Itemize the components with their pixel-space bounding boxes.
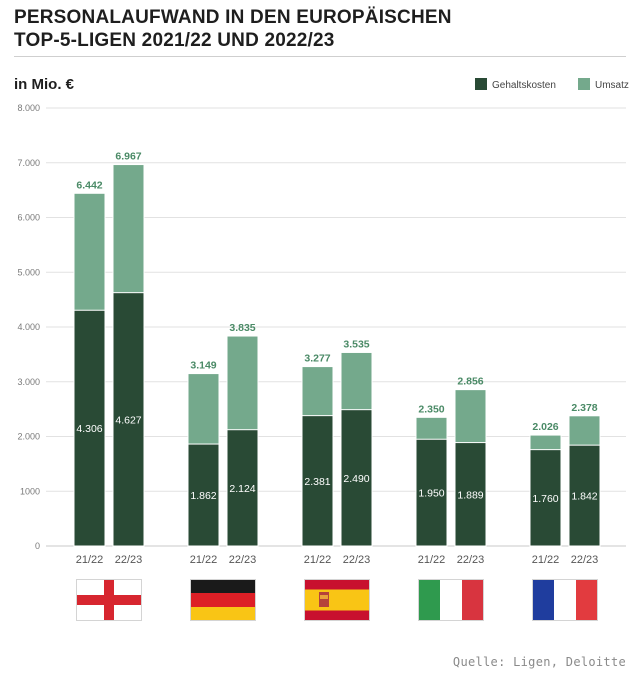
data-label-gehaltskosten: 4.627 [115, 414, 141, 426]
italy-flag-icon [418, 579, 484, 621]
data-label-umsatz: 6.442 [76, 179, 102, 191]
data-label-umsatz: 2.378 [571, 402, 597, 414]
legend-swatch-gehaltskosten [475, 78, 487, 90]
data-label-gehaltskosten: 1.862 [190, 490, 216, 502]
y-tick-label: 4.000 [17, 322, 40, 332]
y-tick-label: 1000 [20, 486, 40, 496]
y-tick-label: 2.000 [17, 432, 40, 442]
x-tick-label: 21/22 [304, 554, 332, 566]
data-label-umsatz: 3.535 [343, 338, 369, 350]
y-tick-label: 5.000 [17, 267, 40, 277]
legend-label-gehaltskosten: Gehaltskosten [492, 80, 556, 91]
x-tick-label: 22/23 [343, 554, 371, 566]
x-tick-label: 22/23 [457, 554, 485, 566]
data-label-gehaltskosten: 2.124 [229, 483, 255, 495]
bar-gehaltskosten [226, 429, 259, 547]
y-tick-label: 3.000 [17, 377, 40, 387]
title-divider [14, 56, 626, 57]
x-tick-label: 21/22 [418, 554, 446, 566]
bar-gehaltskosten [187, 443, 220, 547]
data-label-gehaltskosten: 2.490 [343, 473, 369, 485]
data-label-gehaltskosten: 1.950 [418, 488, 444, 500]
france-flag-icon [532, 579, 598, 621]
y-axis-title: in Mio. € [14, 76, 75, 93]
x-tick-label: 22/23 [115, 554, 143, 566]
data-label-umsatz: 3.835 [229, 322, 255, 334]
y-tick-label: 6.000 [17, 213, 40, 223]
title-line-2: TOP-5-LIGEN 2021/22 UND 2022/23 [14, 30, 335, 51]
spain-flag-icon [304, 579, 370, 621]
bar-chart: in Mio. € Gehaltskosten Umsatz 0 1000 2.000 3.… [14, 76, 629, 621]
x-tick-label: 22/23 [571, 554, 599, 566]
bar-gehaltskosten [112, 292, 145, 547]
data-label-umsatz: 2.026 [532, 421, 558, 433]
data-label-umsatz: 2.350 [418, 403, 444, 415]
data-label-gehaltskosten: 1.760 [532, 493, 558, 505]
data-label-gehaltskosten: 1.842 [571, 491, 597, 503]
data-label-umsatz: 6.967 [115, 151, 141, 163]
x-tick-label: 21/22 [190, 554, 218, 566]
germany-flag-icon [190, 579, 256, 621]
bar-gehaltskosten [529, 449, 562, 547]
bar-gehaltskosten [301, 415, 334, 547]
source-note: Quelle: Ligen, Deloitte [452, 655, 626, 669]
data-label-umsatz: 2.856 [457, 376, 483, 388]
legend-swatch-umsatz [578, 78, 590, 90]
bar-gehaltskosten [454, 442, 487, 547]
legend-label-umsatz: Umsatz [595, 80, 629, 91]
data-label-umsatz: 3.277 [304, 353, 330, 365]
bar-gehaltskosten [73, 309, 106, 547]
bar-gehaltskosten [415, 438, 448, 547]
data-label-gehaltskosten: 4.306 [76, 423, 102, 435]
y-tick-label: 7.000 [17, 158, 40, 168]
y-tick-label: 8.000 [17, 103, 40, 113]
england-flag-icon [76, 579, 142, 621]
title-line-1: PERSONALAUFWAND IN DEN EUROPÄISCHEN [14, 7, 452, 28]
x-tick-label: 21/22 [76, 554, 104, 566]
data-label-gehaltskosten: 1.889 [457, 489, 483, 501]
bar-gehaltskosten [340, 409, 373, 547]
x-tick-label: 22/23 [229, 554, 257, 566]
data-label-umsatz: 3.149 [190, 360, 216, 372]
chart-title: PERSONALAUFWAND IN DEN EUROPÄISCHEN TOP-… [14, 6, 452, 52]
data-label-gehaltskosten: 2.381 [304, 476, 330, 488]
bar-gehaltskosten [568, 444, 601, 547]
x-tick-label: 21/22 [532, 554, 560, 566]
y-tick-label: 0 [35, 541, 40, 551]
